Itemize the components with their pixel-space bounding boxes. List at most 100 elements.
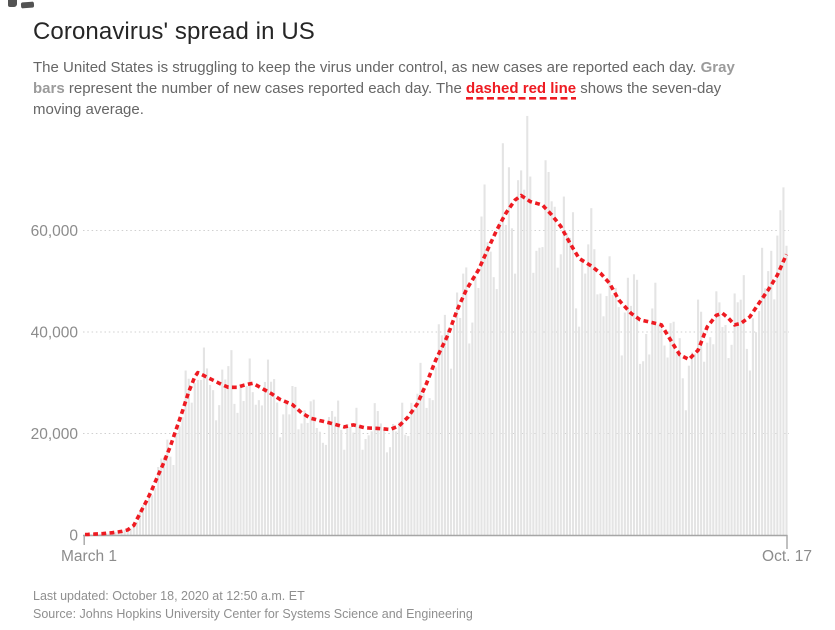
daily-cases-bar [376,411,379,535]
daily-cases-bar [483,184,486,535]
daily-cases-bar [492,277,495,535]
daily-cases-bar [440,335,443,535]
y-tick-label: 40,000 [31,325,79,342]
daily-cases-bar [715,291,718,535]
daily-cases-bar [776,235,779,535]
daily-cases-bar [477,288,480,535]
daily-cases-bar [687,365,690,535]
daily-cases-bar [779,210,782,535]
daily-cases-bar [605,296,608,535]
daily-cases-bar [254,404,257,535]
daily-cases-bar [367,435,370,535]
daily-cases-bar [754,332,758,535]
gray-bars-label: Gray [700,59,735,76]
daily-cases-bar [553,206,556,535]
daily-cases-bar [642,361,645,535]
daily-cases-bar [126,530,129,535]
daily-cases-bar [773,299,776,535]
moving-average-line [84,193,789,537]
daily-cases-bar [175,433,178,535]
daily-cases-bar [218,405,221,535]
daily-cases-bar [617,307,620,535]
daily-cases-bar [248,358,251,535]
daily-cases-bar [318,431,321,535]
daily-cases-bar [697,299,700,535]
daily-cases-bar [684,410,687,535]
daily-cases-bar [593,249,596,535]
daily-cases-bar [419,362,422,535]
daily-cases-bar [690,352,693,535]
daily-cases-bar [474,277,477,535]
daily-cases-bar [456,292,459,535]
daily-cases-bar [581,258,584,535]
daily-cases-bar [693,353,697,535]
daily-cases-bar [431,400,434,535]
daily-cases-bar [751,318,754,535]
daily-cases-bar [315,428,318,535]
daily-cases-bar [660,328,663,535]
description-text: The United States is struggling to keep … [33,59,701,76]
daily-cases-bar [443,314,446,535]
daily-cases-bar [471,322,474,535]
daily-cases-bar [620,355,623,535]
daily-cases-bar [602,316,605,535]
daily-cases-bar [324,444,327,535]
daily-cases-bar [767,271,770,535]
daily-cases-bar [629,305,632,535]
daily-cases-bar [437,324,440,535]
daily-cases-bar [209,384,212,535]
daily-cases-bar [306,422,309,535]
daily-cases-bar [632,274,636,535]
daily-cases-bar [398,422,401,535]
daily-cases-bar [382,429,385,535]
daily-cases-bar [758,311,761,535]
daily-cases-bar [114,532,117,535]
daily-cases-bar [666,357,669,535]
daily-cases-bar [227,366,230,535]
daily-cases-bar [151,495,154,535]
daily-cases-bar [422,393,425,535]
daily-cases-bar [257,400,260,535]
daily-cases-bar [270,381,273,535]
clipped-glyph-artifact [8,0,36,9]
daily-cases-bar [724,324,727,535]
daily-cases-bar [379,423,382,535]
daily-cases-bar [230,350,233,535]
daily-cases-bar [205,368,209,535]
daily-cases-bar [163,456,166,535]
daily-cases-bar [166,439,169,535]
daily-cases-bar [681,378,684,535]
daily-cases-bar [718,302,721,535]
daily-cases-bar [504,224,507,535]
daily-cases-bar [276,402,279,535]
daily-cases-bar [90,534,93,535]
daily-cases-bar [651,308,654,535]
daily-cases-bar [245,386,248,535]
daily-cases-bar [373,403,376,535]
daily-cases-bar [596,294,599,535]
description-text: represent the number of new cases report… [64,80,467,97]
gray-bars-label: bars [33,80,65,97]
daily-cases-bar [343,449,346,535]
daily-cases-bar [303,410,306,535]
daily-cases-bar [523,189,526,535]
daily-cases-bar [395,431,398,535]
daily-cases-bar [559,254,562,536]
daily-cases-bar [639,363,642,535]
daily-cases-bar [565,232,568,536]
daily-cases-bar [568,237,571,535]
daily-cases-bar [648,354,651,535]
daily-cases-bar [236,412,239,535]
y-tick-label: 20,000 [31,426,79,443]
daily-cases-bar [453,324,456,535]
daily-cases-bar [364,438,367,535]
last-updated-text: Last updated: October 18, 2020 at 12:50 … [33,589,305,603]
daily-cases-bar [562,196,565,535]
daily-cases-bar [239,383,242,535]
daily-cases-bar [770,250,773,536]
daily-cases-bar [251,392,254,535]
daily-cases-bar [132,525,135,535]
daily-cases-bar [434,367,437,535]
daily-cases-bar [782,187,785,536]
